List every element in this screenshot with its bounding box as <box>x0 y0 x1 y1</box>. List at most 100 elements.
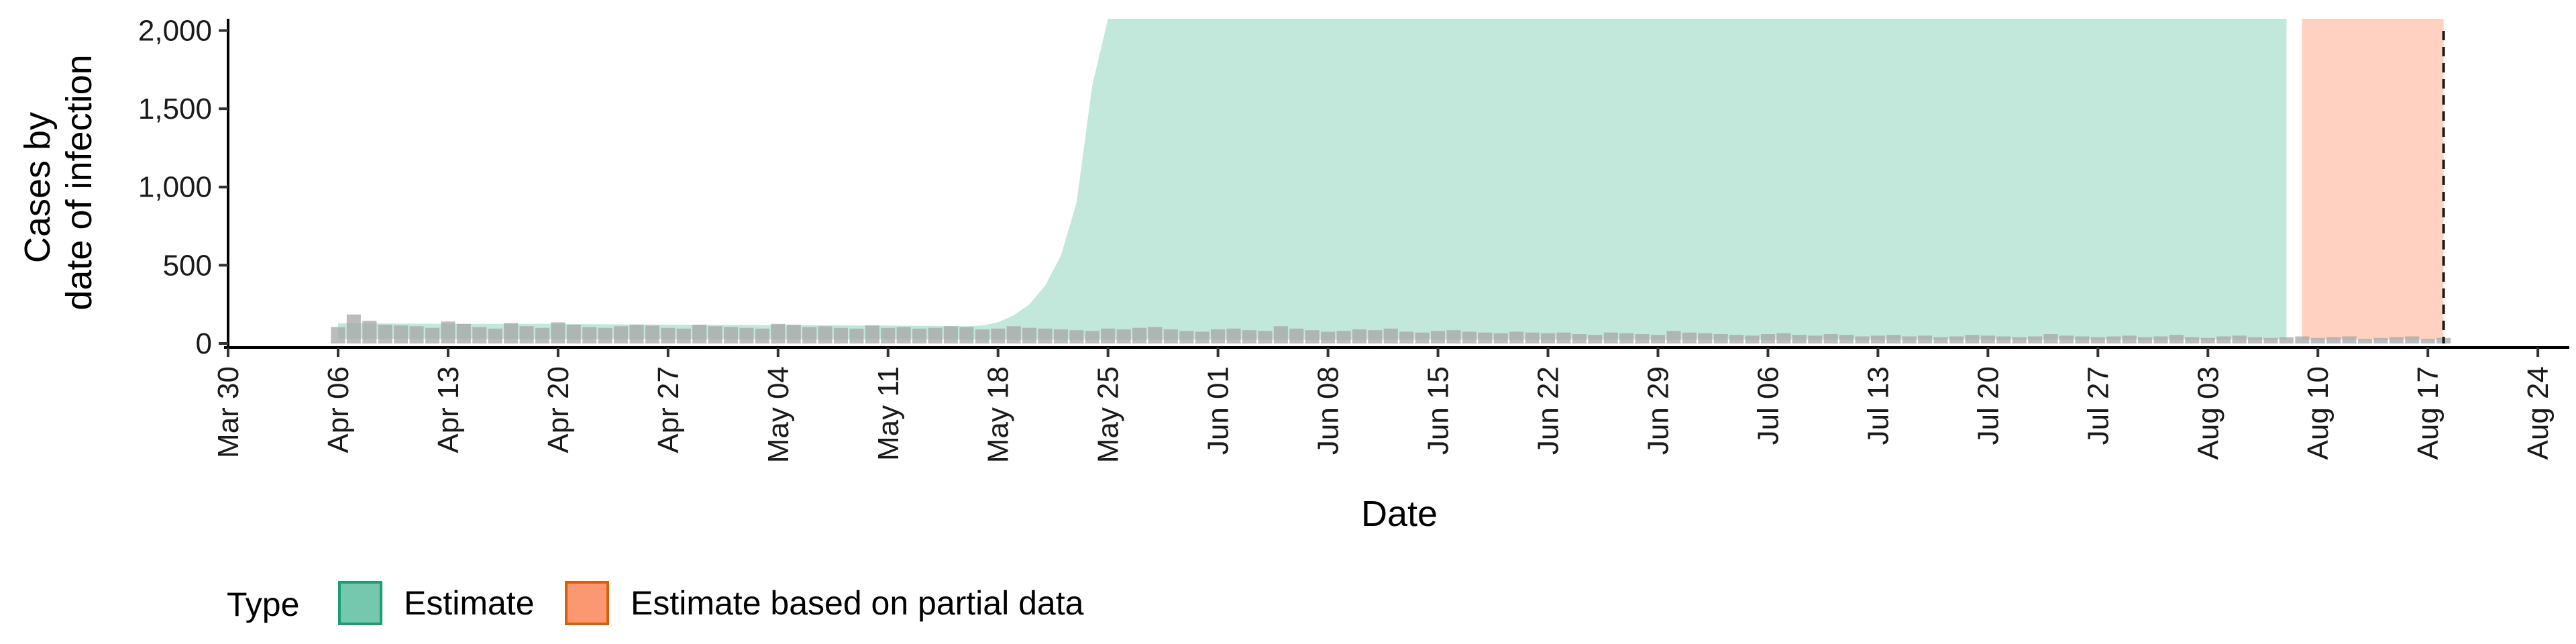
case-bar <box>2122 335 2137 343</box>
case-bar <box>1745 335 1760 343</box>
case-bar <box>2106 336 2121 343</box>
case-bar <box>1273 326 1288 343</box>
case-bar <box>2389 337 2404 343</box>
case-bar <box>582 327 597 343</box>
case-bar <box>1163 329 1178 343</box>
y-axis-title: Cases by date of infection <box>17 54 99 310</box>
case-bar <box>661 327 676 343</box>
case-bar <box>1478 332 1493 343</box>
case-bar <box>943 326 958 343</box>
x-tick-label: Apr 13 <box>432 366 465 453</box>
case-bar <box>1603 332 1618 343</box>
case-bar <box>975 329 989 343</box>
x-tick-label: Jun 29 <box>1642 366 1675 455</box>
case-bar <box>2043 334 2058 343</box>
x-tick-label: May 25 <box>1092 366 1125 463</box>
case-bar <box>378 325 392 343</box>
case-bar <box>598 327 612 343</box>
partial-estimate-ribbon <box>2302 19 2444 340</box>
case-bar <box>629 325 644 343</box>
case-bar <box>1399 331 1414 343</box>
case-bar <box>912 328 927 343</box>
case-bar <box>1336 331 1351 343</box>
case-bar <box>1525 332 1540 343</box>
case-bar <box>2232 335 2247 343</box>
case-bar <box>1022 327 1037 343</box>
case-bar <box>2028 336 2043 343</box>
y-axis-title-line-1: Cases by <box>17 112 58 263</box>
case-bar <box>1211 329 1226 343</box>
case-bar <box>1352 329 1366 343</box>
case-bar <box>896 327 911 343</box>
case-bar <box>881 327 896 343</box>
case-bar <box>504 323 519 343</box>
y-axis: 0 500 1,000 1,500 2,000 <box>138 14 229 360</box>
case-bar <box>1179 331 1194 343</box>
case-bar <box>362 321 377 343</box>
x-tick-label: May 11 <box>872 366 905 461</box>
case-bar <box>692 325 707 343</box>
case-bar <box>708 326 722 343</box>
case-bar <box>1776 333 1791 343</box>
y-axis-title-line-2: date of infection <box>59 54 99 310</box>
legend-label-estimate: Estimate <box>404 584 535 622</box>
case-bar <box>928 327 943 343</box>
case-bar <box>1305 330 1320 343</box>
case-bar <box>1698 333 1713 343</box>
case-bar <box>1760 334 1775 343</box>
case-bar <box>1148 327 1163 343</box>
case-bar <box>456 323 471 343</box>
case-bar <box>1792 335 1807 343</box>
case-bar <box>1870 335 1885 343</box>
case-bar <box>1556 332 1571 343</box>
case-bar <box>818 326 833 343</box>
case-bar <box>331 327 345 343</box>
case-bar <box>425 327 440 343</box>
case-bar <box>1462 331 1477 343</box>
case-bar <box>865 325 879 343</box>
case-bar <box>1101 328 1116 343</box>
case-bar <box>1431 331 1446 343</box>
x-axis-title: Date <box>1361 494 1438 534</box>
x-tick-label: Apr 06 <box>322 366 355 453</box>
case-bar <box>1226 328 1241 343</box>
case-bar <box>1069 330 1084 343</box>
case-bar <box>1572 334 1587 343</box>
case-bar <box>802 327 817 343</box>
case-bar <box>2263 337 2278 343</box>
case-bar <box>2295 336 2310 343</box>
case-bar <box>724 327 739 343</box>
y-tick-label: 0 <box>196 327 212 360</box>
case-bar <box>1619 333 1634 343</box>
case-bar <box>1839 335 1854 343</box>
estimate-ribbon <box>338 19 2287 340</box>
case-bar <box>755 328 769 343</box>
case-bar <box>2138 337 2153 343</box>
case-bar <box>786 325 801 343</box>
x-axis: Mar 30 Apr 06 Apr 13 Apr 20 Apr 27 May 04 May … <box>212 346 2569 463</box>
case-bar <box>2279 337 2294 343</box>
case-bar <box>1918 335 1933 343</box>
case-bar <box>1132 327 1147 343</box>
case-bar <box>645 325 659 343</box>
case-bar <box>1808 335 1823 343</box>
case-bar <box>2358 339 2373 343</box>
case-bar <box>1383 328 1398 343</box>
case-bar <box>1053 329 1068 343</box>
legend: Type Estimate Estimate based on partial … <box>227 581 1084 625</box>
x-tick-label: Jul 27 <box>2082 366 2114 445</box>
case-bar <box>676 328 691 343</box>
case-bar <box>409 326 424 343</box>
x-tick-label: Jun 22 <box>1532 366 1565 455</box>
case-bar <box>1368 330 1383 343</box>
x-tick-label: Jul 13 <box>1862 366 1894 445</box>
case-bar <box>1509 331 1524 343</box>
case-bar <box>739 327 754 343</box>
case-bar <box>441 321 455 343</box>
legend-swatch-partial <box>565 581 609 625</box>
case-bar <box>1038 328 1053 343</box>
case-bar <box>2420 339 2435 343</box>
case-bar <box>519 326 534 343</box>
case-bar <box>1289 328 1304 343</box>
case-bar <box>1650 335 1665 343</box>
